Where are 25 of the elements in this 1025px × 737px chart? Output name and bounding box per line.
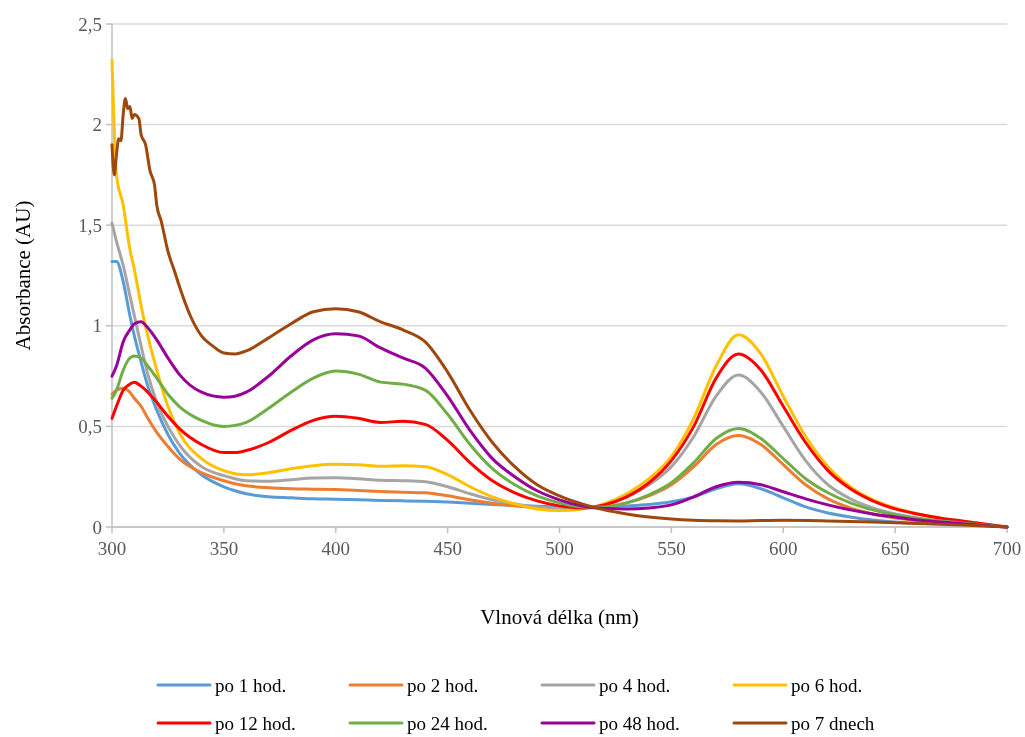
x-tick-label: 700: [992, 538, 1022, 559]
y-tick-label: 1,5: [78, 214, 102, 236]
legend-label: po 6 hod.: [791, 674, 863, 696]
x-tick-label: 550: [657, 538, 686, 559]
x-tick-label: 350: [209, 538, 239, 559]
y-tick-label: 0,5: [78, 416, 102, 438]
y-axis-title: Absorbance (AU): [11, 200, 35, 351]
y-tick-label: 2,5: [78, 13, 102, 35]
x-tick-label: 450: [433, 538, 462, 559]
legend-label: po 12 hod.: [215, 712, 296, 734]
legend-label: po 24 hod.: [407, 712, 488, 734]
x-tick-label: 300: [97, 538, 127, 559]
legend-label: po 1 hod.: [215, 674, 287, 696]
legend-label: po 2 hod.: [407, 674, 479, 696]
y-tick-label: 2: [92, 114, 102, 136]
legend-label: po 4 hod.: [599, 674, 671, 696]
y-tick-label: 1: [92, 315, 102, 337]
x-axis-title: Vlnová délka (nm): [480, 605, 639, 629]
y-tick-label: 0: [92, 516, 102, 538]
legend-label: po 48 hod.: [599, 712, 680, 734]
legend-label: po 7 dnech: [791, 712, 875, 734]
x-tick-label: 400: [321, 538, 350, 559]
x-tick-label: 600: [769, 538, 798, 559]
x-tick-label: 500: [545, 538, 574, 559]
x-tick-label: 650: [880, 538, 910, 559]
